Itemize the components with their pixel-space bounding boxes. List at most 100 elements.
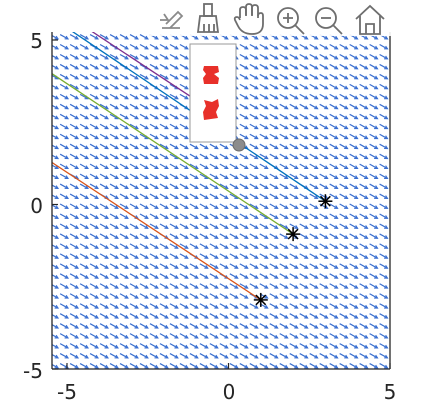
- field-arrow: [79, 273, 89, 279]
- field-arrow: [149, 153, 159, 160]
- field-arrow: [69, 133, 80, 140]
- field-arrow: [52, 144, 60, 150]
- field-arrow: [349, 93, 359, 100]
- field-arrow: [309, 53, 319, 60]
- field-arrow: [309, 343, 319, 349]
- field-arrow: [129, 43, 139, 50]
- field-arrow: [339, 273, 349, 279]
- field-arrow: [99, 273, 109, 279]
- field-arrow: [259, 173, 269, 180]
- field-arrow: [89, 313, 99, 319]
- field-arrow: [209, 173, 219, 180]
- field-arrow: [149, 213, 159, 219]
- field-arrow: [239, 333, 249, 339]
- field-arrow: [209, 333, 219, 339]
- field-arrow: [349, 153, 359, 160]
- field-arrow: [269, 73, 279, 80]
- field-arrow: [89, 233, 99, 239]
- field-arrow: [319, 113, 329, 120]
- field-arrow: [299, 293, 309, 299]
- field-arrow: [69, 113, 80, 120]
- field-arrow: [109, 123, 119, 130]
- field-arrow: [59, 73, 70, 80]
- field-arrow: [329, 153, 339, 160]
- field-arrow: [199, 343, 209, 349]
- field-arrow: [89, 53, 99, 60]
- field-arrow: [109, 203, 119, 209]
- field-arrow: [199, 263, 209, 269]
- field-arrow: [52, 104, 60, 110]
- field-arrow: [259, 43, 269, 50]
- field-arrow: [259, 233, 269, 239]
- field-arrow: [209, 283, 219, 289]
- home-icon[interactable]: [355, 4, 385, 35]
- field-arrow: [129, 143, 139, 150]
- field-arrow: [339, 243, 349, 249]
- field-arrow: [349, 43, 359, 50]
- field-arrow: [239, 203, 249, 209]
- zoom-in-icon[interactable]: [277, 7, 305, 35]
- field-arrow: [299, 233, 309, 239]
- field-arrow: [52, 264, 60, 269]
- field-arrow: [349, 83, 359, 90]
- field-arrow: [219, 153, 229, 160]
- field-arrow: [349, 113, 359, 120]
- field-arrow: [349, 163, 359, 170]
- field-arrow: [79, 43, 89, 50]
- field-arrow: [59, 83, 70, 90]
- field-arrow: [289, 323, 299, 329]
- field-arrow: [109, 173, 119, 180]
- field-arrow: [379, 223, 389, 229]
- field-arrow: [179, 323, 189, 329]
- field-arrow: [179, 343, 189, 349]
- datatip-anchor[interactable]: [232, 138, 246, 152]
- field-arrow: [189, 143, 199, 150]
- field-arrow: [339, 123, 349, 130]
- pan-hand-icon[interactable]: [233, 3, 264, 35]
- field-arrow: [199, 273, 209, 279]
- field-arrow: [79, 153, 89, 160]
- field-arrow: [179, 93, 189, 100]
- field-arrow: [359, 113, 369, 120]
- field-arrow: [199, 193, 209, 199]
- field-arrow: [109, 83, 119, 90]
- field-arrow: [89, 283, 99, 289]
- field-arrow: [269, 143, 279, 150]
- field-arrow: [309, 233, 319, 239]
- field-arrow: [339, 53, 349, 60]
- field-arrow: [339, 323, 349, 329]
- field-arrow: [149, 253, 159, 259]
- field-arrow: [199, 183, 209, 189]
- x-tick-label: -5: [57, 380, 77, 404]
- field-arrow: [289, 53, 299, 60]
- field-arrow: [299, 343, 309, 349]
- field-arrow: [52, 254, 60, 259]
- field-arrow: [59, 283, 70, 289]
- datatip[interactable]: [189, 43, 246, 152]
- field-arrow: [59, 293, 70, 299]
- field-arrow: [169, 43, 179, 50]
- field-arrow: [349, 293, 359, 299]
- field-arrow: [249, 283, 259, 289]
- edit-plot-icon[interactable]: [160, 10, 184, 29]
- field-arrow: [179, 163, 189, 170]
- field-arrow: [369, 93, 379, 100]
- field-arrow: [339, 153, 349, 160]
- field-arrow: [149, 263, 159, 269]
- field-arrow: [79, 103, 89, 110]
- field-arrow: [129, 93, 139, 100]
- field-arrow: [229, 153, 239, 160]
- field-arrow: [52, 294, 60, 299]
- field-arrow: [309, 193, 319, 199]
- field-arrow: [179, 113, 189, 120]
- zoom-out-icon[interactable]: [315, 7, 343, 35]
- field-arrow: [239, 223, 249, 229]
- brush-icon[interactable]: [196, 3, 220, 33]
- field-arrow: [99, 283, 109, 289]
- field-arrow: [169, 183, 179, 189]
- field-arrow: [349, 283, 359, 289]
- field-arrow: [289, 93, 299, 100]
- field-arrow: [89, 293, 99, 299]
- field-arrow: [109, 363, 119, 369]
- field-arrow: [129, 83, 139, 90]
